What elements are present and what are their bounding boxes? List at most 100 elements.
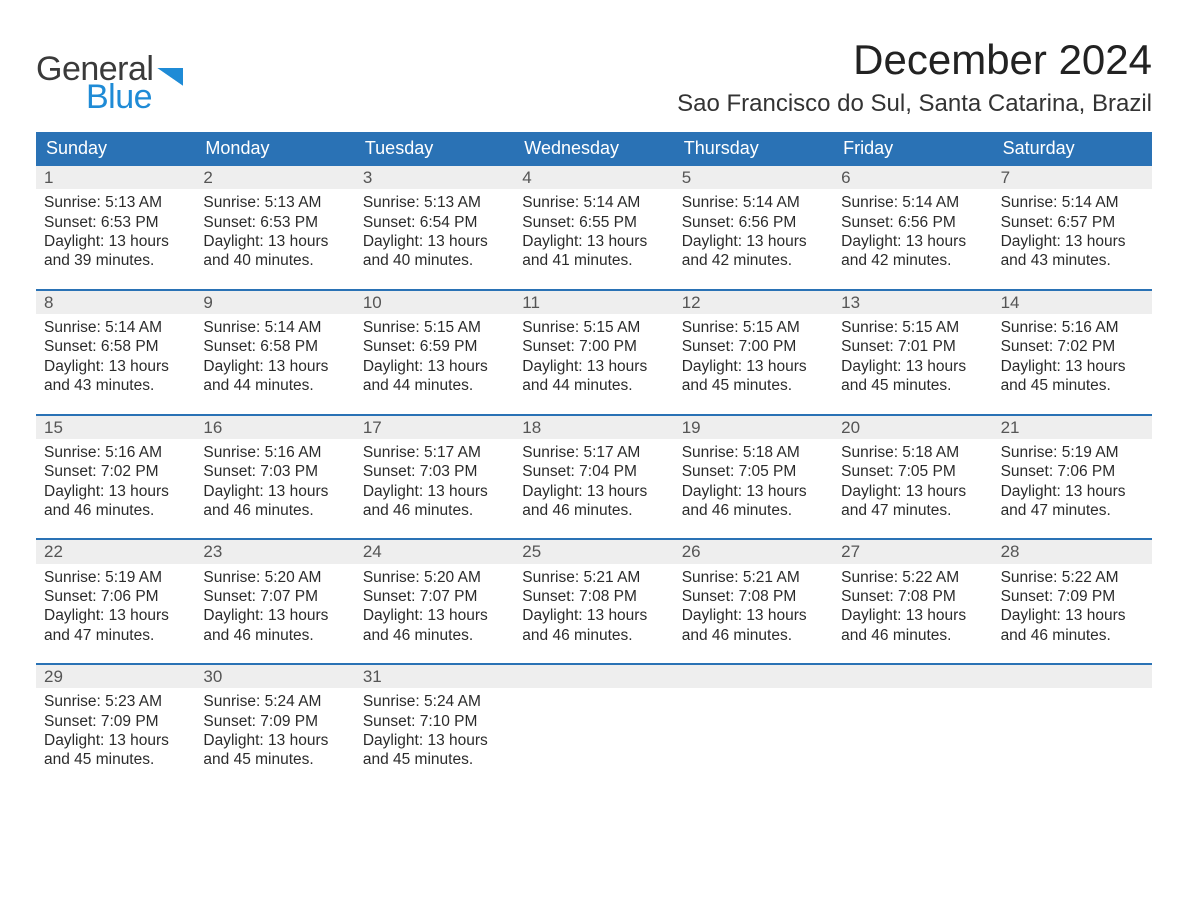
day-number bbox=[674, 665, 833, 688]
day-body: Sunrise: 5:15 AMSunset: 6:59 PMDaylight:… bbox=[355, 314, 514, 400]
calendar-day: 8Sunrise: 5:14 AMSunset: 6:58 PMDaylight… bbox=[36, 291, 195, 400]
day-body: Sunrise: 5:13 AMSunset: 6:54 PMDaylight:… bbox=[355, 189, 514, 275]
weekday-header-cell: Thursday bbox=[674, 132, 833, 166]
daylight-line2: and 44 minutes. bbox=[363, 376, 506, 395]
day-body: Sunrise: 5:18 AMSunset: 7:05 PMDaylight:… bbox=[833, 439, 992, 525]
day-number: 13 bbox=[833, 291, 992, 314]
sunset-line: Sunset: 6:57 PM bbox=[1001, 213, 1144, 232]
daylight-line2: and 44 minutes. bbox=[522, 376, 665, 395]
daylight-line2: and 42 minutes. bbox=[841, 251, 984, 270]
daylight-line2: and 45 minutes. bbox=[363, 750, 506, 769]
day-number: 4 bbox=[514, 166, 673, 189]
daylight-line1: Daylight: 13 hours bbox=[44, 357, 187, 376]
daylight-line2: and 46 minutes. bbox=[203, 501, 346, 520]
day-number: 8 bbox=[36, 291, 195, 314]
sunset-line: Sunset: 7:03 PM bbox=[363, 462, 506, 481]
day-body: Sunrise: 5:17 AMSunset: 7:03 PMDaylight:… bbox=[355, 439, 514, 525]
sunrise-line: Sunrise: 5:16 AM bbox=[1001, 318, 1144, 337]
day-number: 30 bbox=[195, 665, 354, 688]
daylight-line1: Daylight: 13 hours bbox=[522, 482, 665, 501]
calendar-day: 19Sunrise: 5:18 AMSunset: 7:05 PMDayligh… bbox=[674, 416, 833, 525]
sunset-line: Sunset: 6:59 PM bbox=[363, 337, 506, 356]
sunset-line: Sunset: 7:06 PM bbox=[44, 587, 187, 606]
calendar-day: 4Sunrise: 5:14 AMSunset: 6:55 PMDaylight… bbox=[514, 166, 673, 275]
calendar-day: 31Sunrise: 5:24 AMSunset: 7:10 PMDayligh… bbox=[355, 665, 514, 774]
sunrise-line: Sunrise: 5:14 AM bbox=[841, 193, 984, 212]
sunrise-line: Sunrise: 5:20 AM bbox=[363, 568, 506, 587]
sunrise-line: Sunrise: 5:19 AM bbox=[1001, 443, 1144, 462]
sunrise-line: Sunrise: 5:20 AM bbox=[203, 568, 346, 587]
daylight-line2: and 40 minutes. bbox=[203, 251, 346, 270]
sunrise-line: Sunrise: 5:16 AM bbox=[44, 443, 187, 462]
day-body: Sunrise: 5:16 AMSunset: 7:02 PMDaylight:… bbox=[993, 314, 1152, 400]
sunset-line: Sunset: 7:02 PM bbox=[1001, 337, 1144, 356]
day-number: 1 bbox=[36, 166, 195, 189]
daylight-line2: and 39 minutes. bbox=[44, 251, 187, 270]
day-number: 28 bbox=[993, 540, 1152, 563]
sunrise-line: Sunrise: 5:15 AM bbox=[363, 318, 506, 337]
calendar-day: 17Sunrise: 5:17 AMSunset: 7:03 PMDayligh… bbox=[355, 416, 514, 525]
weekday-header-cell: Friday bbox=[833, 132, 992, 166]
calendar-day: 1Sunrise: 5:13 AMSunset: 6:53 PMDaylight… bbox=[36, 166, 195, 275]
daylight-line2: and 47 minutes. bbox=[44, 626, 187, 645]
day-number: 17 bbox=[355, 416, 514, 439]
calendar-day: 13Sunrise: 5:15 AMSunset: 7:01 PMDayligh… bbox=[833, 291, 992, 400]
daylight-line2: and 41 minutes. bbox=[522, 251, 665, 270]
calendar-day: 28Sunrise: 5:22 AMSunset: 7:09 PMDayligh… bbox=[993, 540, 1152, 649]
calendar-day: 20Sunrise: 5:18 AMSunset: 7:05 PMDayligh… bbox=[833, 416, 992, 525]
day-body: Sunrise: 5:15 AMSunset: 7:01 PMDaylight:… bbox=[833, 314, 992, 400]
day-number: 14 bbox=[993, 291, 1152, 314]
calendar-day: 27Sunrise: 5:22 AMSunset: 7:08 PMDayligh… bbox=[833, 540, 992, 649]
day-body: Sunrise: 5:19 AMSunset: 7:06 PMDaylight:… bbox=[36, 564, 195, 650]
day-body: Sunrise: 5:14 AMSunset: 6:58 PMDaylight:… bbox=[36, 314, 195, 400]
calendar-day: 5Sunrise: 5:14 AMSunset: 6:56 PMDaylight… bbox=[674, 166, 833, 275]
day-body bbox=[514, 688, 673, 768]
day-body: Sunrise: 5:14 AMSunset: 6:58 PMDaylight:… bbox=[195, 314, 354, 400]
sunset-line: Sunset: 7:00 PM bbox=[682, 337, 825, 356]
daylight-line2: and 43 minutes. bbox=[1001, 251, 1144, 270]
calendar-day: 25Sunrise: 5:21 AMSunset: 7:08 PMDayligh… bbox=[514, 540, 673, 649]
sunset-line: Sunset: 7:07 PM bbox=[203, 587, 346, 606]
sunrise-line: Sunrise: 5:17 AM bbox=[363, 443, 506, 462]
daylight-line1: Daylight: 13 hours bbox=[203, 357, 346, 376]
calendar-day: 26Sunrise: 5:21 AMSunset: 7:08 PMDayligh… bbox=[674, 540, 833, 649]
daylight-line2: and 46 minutes. bbox=[522, 501, 665, 520]
sunset-line: Sunset: 7:07 PM bbox=[363, 587, 506, 606]
sunset-line: Sunset: 7:09 PM bbox=[44, 712, 187, 731]
daylight-line2: and 46 minutes. bbox=[203, 626, 346, 645]
sunset-line: Sunset: 7:00 PM bbox=[522, 337, 665, 356]
daylight-line2: and 42 minutes. bbox=[682, 251, 825, 270]
daylight-line1: Daylight: 13 hours bbox=[841, 482, 984, 501]
daylight-line1: Daylight: 13 hours bbox=[522, 357, 665, 376]
calendar-day: 7Sunrise: 5:14 AMSunset: 6:57 PMDaylight… bbox=[993, 166, 1152, 275]
sunset-line: Sunset: 7:03 PM bbox=[203, 462, 346, 481]
daylight-line2: and 45 minutes. bbox=[203, 750, 346, 769]
daylight-line2: and 46 minutes. bbox=[363, 626, 506, 645]
sunrise-line: Sunrise: 5:15 AM bbox=[682, 318, 825, 337]
daylight-line1: Daylight: 13 hours bbox=[522, 606, 665, 625]
sunset-line: Sunset: 7:09 PM bbox=[1001, 587, 1144, 606]
day-body: Sunrise: 5:21 AMSunset: 7:08 PMDaylight:… bbox=[514, 564, 673, 650]
weekday-header-cell: Sunday bbox=[36, 132, 195, 166]
daylight-line1: Daylight: 13 hours bbox=[682, 606, 825, 625]
daylight-line2: and 47 minutes. bbox=[841, 501, 984, 520]
daylight-line1: Daylight: 13 hours bbox=[363, 482, 506, 501]
sunset-line: Sunset: 7:09 PM bbox=[203, 712, 346, 731]
daylight-line2: and 45 minutes. bbox=[682, 376, 825, 395]
sunset-line: Sunset: 6:58 PM bbox=[203, 337, 346, 356]
calendar-day: 22Sunrise: 5:19 AMSunset: 7:06 PMDayligh… bbox=[36, 540, 195, 649]
sunrise-line: Sunrise: 5:24 AM bbox=[203, 692, 346, 711]
sunset-line: Sunset: 7:04 PM bbox=[522, 462, 665, 481]
sunset-line: Sunset: 6:58 PM bbox=[44, 337, 187, 356]
day-body: Sunrise: 5:14 AMSunset: 6:56 PMDaylight:… bbox=[833, 189, 992, 275]
day-body: Sunrise: 5:24 AMSunset: 7:10 PMDaylight:… bbox=[355, 688, 514, 774]
daylight-line2: and 46 minutes. bbox=[1001, 626, 1144, 645]
sunrise-line: Sunrise: 5:14 AM bbox=[44, 318, 187, 337]
calendar-day: 30Sunrise: 5:24 AMSunset: 7:09 PMDayligh… bbox=[195, 665, 354, 774]
daylight-line1: Daylight: 13 hours bbox=[363, 731, 506, 750]
day-body: Sunrise: 5:24 AMSunset: 7:09 PMDaylight:… bbox=[195, 688, 354, 774]
day-body: Sunrise: 5:15 AMSunset: 7:00 PMDaylight:… bbox=[514, 314, 673, 400]
sunrise-line: Sunrise: 5:21 AM bbox=[522, 568, 665, 587]
sunrise-line: Sunrise: 5:17 AM bbox=[522, 443, 665, 462]
calendar-week: 29Sunrise: 5:23 AMSunset: 7:09 PMDayligh… bbox=[36, 663, 1152, 774]
